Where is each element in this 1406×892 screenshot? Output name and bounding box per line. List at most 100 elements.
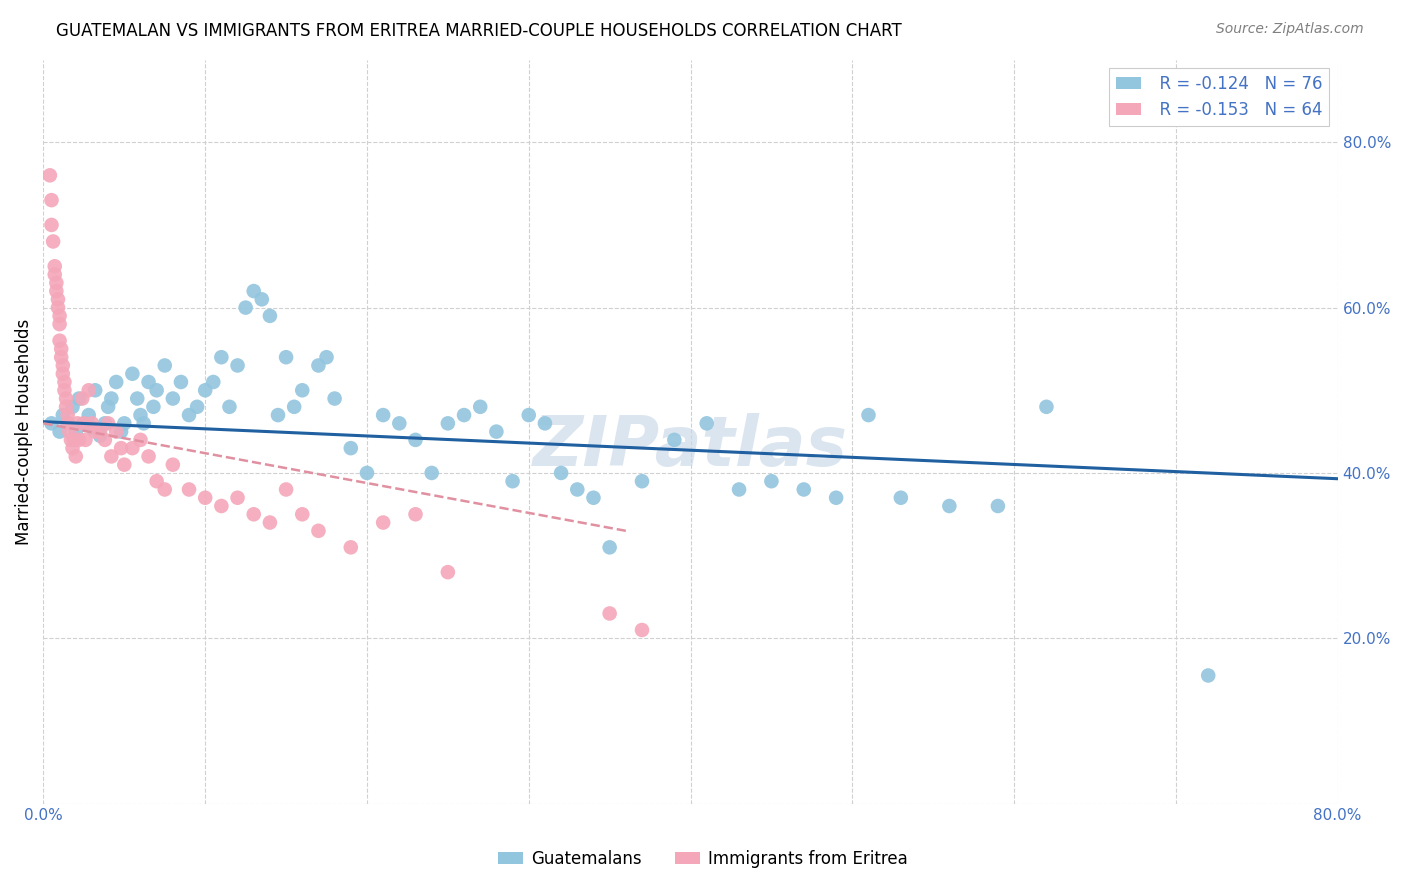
Point [145, 384, 167, 398]
Point [105, 375, 128, 389]
Legend: Guatemalans, Immigrants from Eritrea: Guatemalans, Immigrants from Eritrea [491, 844, 915, 875]
Point [437, 417, 460, 431]
Point [235, 301, 257, 315]
Point [534, 417, 557, 431]
Point [890, 491, 912, 505]
Point [41, 193, 63, 207]
Point [599, 541, 621, 555]
Point [420, 466, 443, 480]
Point [405, 433, 427, 447]
Point [761, 474, 783, 488]
Point [97, 400, 120, 414]
Point [89, 429, 111, 443]
Point [153, 359, 176, 373]
Point [121, 367, 143, 381]
Point [283, 400, 305, 414]
Point [388, 417, 411, 431]
Point [52, 408, 75, 422]
Point [582, 491, 605, 505]
Point [209, 350, 232, 364]
Point [110, 441, 132, 455]
Point [77, 408, 100, 422]
Point [242, 284, 264, 298]
Point [73, 417, 96, 431]
Point [52, 367, 75, 381]
Point [63, 433, 86, 447]
Point [77, 384, 100, 398]
Point [110, 425, 132, 439]
Point [517, 408, 540, 422]
Point [59, 433, 82, 447]
Point [793, 483, 815, 497]
Point [48, 309, 70, 323]
Point [48, 425, 70, 439]
Point [100, 450, 122, 464]
Point [307, 359, 329, 373]
Point [45, 284, 67, 298]
Point [56, 417, 79, 431]
Point [56, 417, 79, 431]
Point [631, 623, 654, 637]
Point [274, 350, 297, 364]
Point [41, 218, 63, 232]
Point [58, 425, 80, 439]
Point [250, 293, 273, 307]
Text: ZIPatlas: ZIPatlas [533, 413, 848, 480]
Point [56, 408, 79, 422]
Point [274, 483, 297, 497]
Point [84, 384, 107, 398]
Point [339, 541, 361, 555]
Legend:   R = -0.124   N = 76,   R = -0.153   N = 64: R = -0.124 N = 76, R = -0.153 N = 64 [1109, 68, 1329, 126]
Point [112, 458, 135, 472]
Point [162, 392, 184, 406]
Point [53, 375, 76, 389]
Point [45, 276, 67, 290]
Point [259, 516, 281, 530]
Point [170, 375, 193, 389]
Point [825, 491, 848, 505]
Point [65, 450, 87, 464]
Point [44, 260, 66, 274]
Point [453, 408, 475, 422]
Point [52, 359, 75, 373]
Point [162, 458, 184, 472]
Point [858, 408, 880, 422]
Point [550, 466, 572, 480]
Point [89, 425, 111, 439]
Point [373, 408, 395, 422]
Point [138, 375, 160, 389]
Point [470, 400, 492, 414]
Point [73, 417, 96, 431]
Point [218, 400, 240, 414]
Point [80, 420, 103, 434]
Point [112, 417, 135, 431]
Point [94, 433, 117, 447]
Point [67, 433, 90, 447]
Point [55, 400, 77, 414]
Point [46, 301, 69, 315]
Point [42, 235, 65, 249]
Point [664, 433, 686, 447]
Point [62, 400, 84, 414]
Point [70, 392, 93, 406]
Point [129, 408, 152, 422]
Point [62, 441, 84, 455]
Point [48, 334, 70, 348]
Y-axis label: Married-couple Households: Married-couple Households [15, 318, 32, 545]
Point [186, 400, 208, 414]
Point [356, 466, 378, 480]
Point [48, 317, 70, 331]
Point [194, 491, 217, 505]
Point [142, 400, 165, 414]
Text: Source: ZipAtlas.com: Source: ZipAtlas.com [1216, 22, 1364, 37]
Text: GUATEMALAN VS IMMIGRANTS FROM ERITREA MARRIED-COUPLE HOUSEHOLDS CORRELATION CHAR: GUATEMALAN VS IMMIGRANTS FROM ERITREA MA… [56, 22, 903, 40]
Point [938, 499, 960, 513]
Point [315, 350, 337, 364]
Point [373, 516, 395, 530]
Point [65, 425, 87, 439]
Point [242, 508, 264, 522]
Point [405, 508, 427, 522]
Point [138, 450, 160, 464]
Point [259, 309, 281, 323]
Point [323, 392, 346, 406]
